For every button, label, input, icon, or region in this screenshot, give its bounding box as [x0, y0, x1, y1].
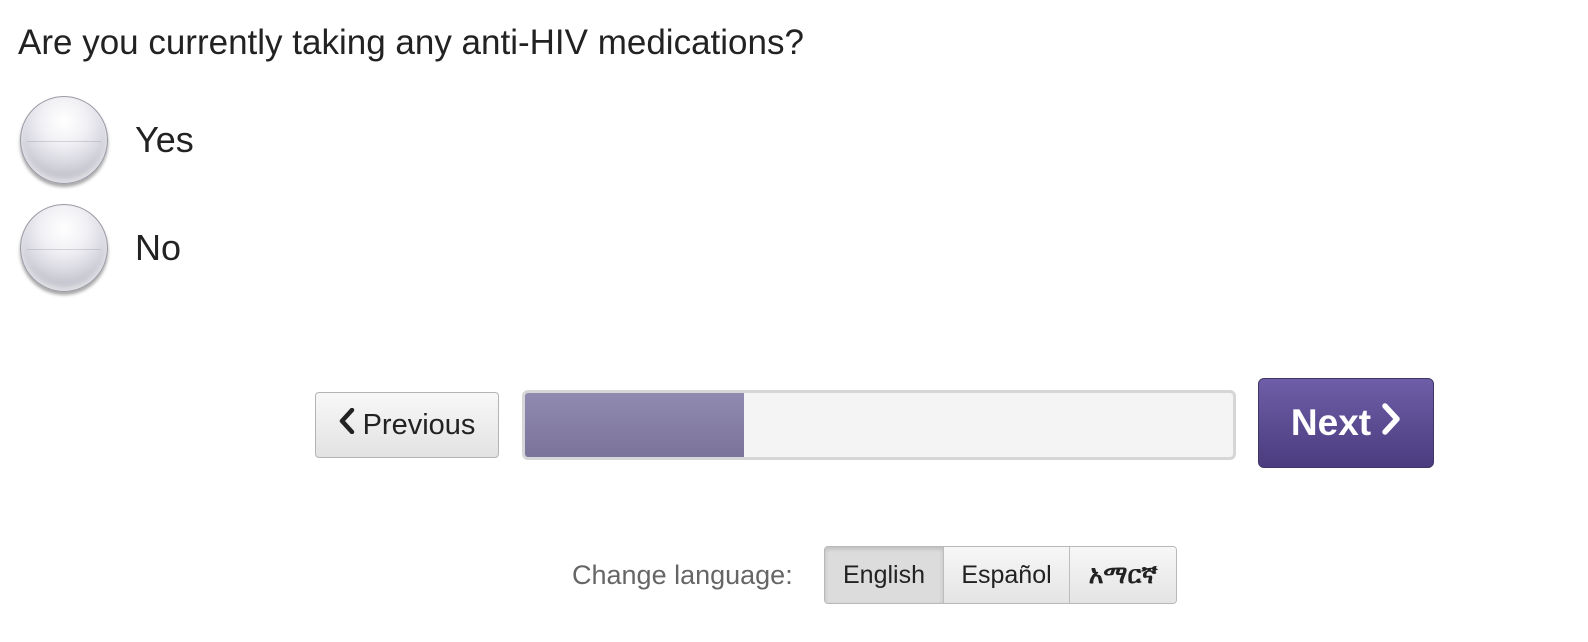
next-button-label: Next [1290, 402, 1372, 443]
change-language-label: Change language: [572, 560, 793, 590]
chevron-right-icon [1381, 402, 1401, 444]
language-spanish-button[interactable]: Español [944, 547, 1070, 603]
progress-bar [522, 390, 1236, 460]
previous-button-label: Previous [362, 408, 476, 441]
radio-yes[interactable] [20, 96, 108, 184]
next-button[interactable]: Next [1258, 378, 1434, 468]
option-yes[interactable]: Yes [20, 92, 194, 188]
language-amharic-button[interactable]: አማርኛ [1070, 547, 1176, 603]
language-switcher: English Español አማርኛ [824, 546, 1177, 604]
language-english-button[interactable]: English [825, 547, 944, 603]
option-no-label[interactable]: No [135, 227, 182, 268]
radio-no[interactable] [20, 204, 108, 292]
option-no[interactable]: No [20, 200, 181, 296]
option-yes-label[interactable]: Yes [135, 119, 194, 160]
progress-fill [525, 393, 745, 457]
chevron-left-icon [339, 407, 355, 442]
question-text: Are you currently taking any anti-HIV me… [18, 23, 804, 62]
previous-button[interactable]: Previous [315, 392, 499, 458]
